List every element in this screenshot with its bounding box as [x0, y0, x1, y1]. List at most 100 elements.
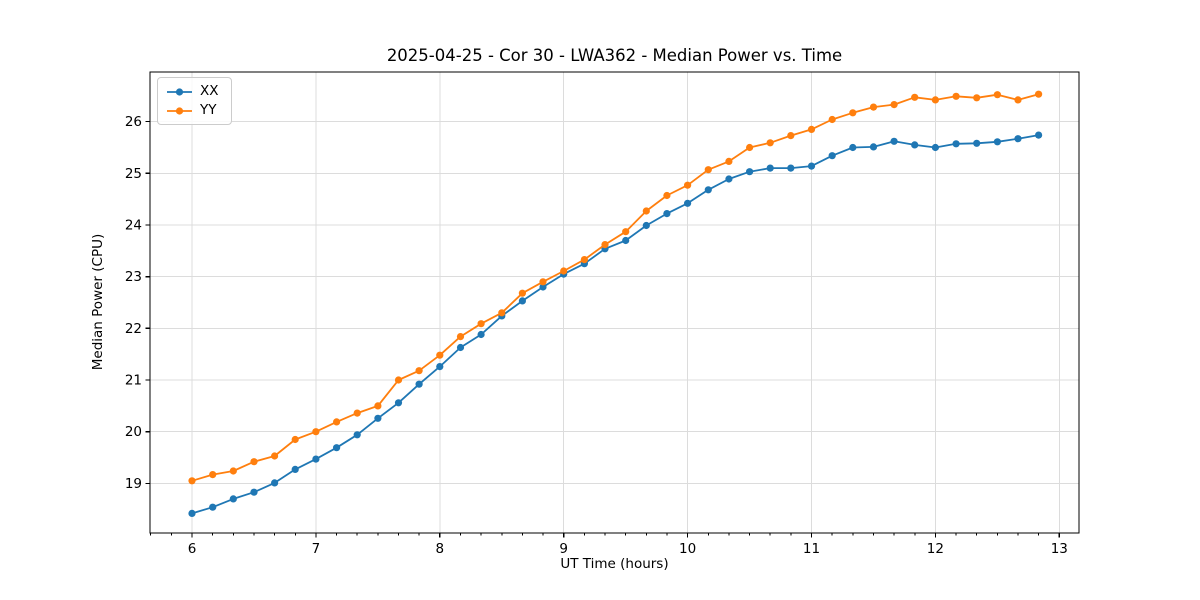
data-point-yy — [890, 101, 898, 109]
data-point-xx — [291, 465, 299, 473]
data-point-yy — [374, 402, 382, 410]
legend-sample-yy — [167, 106, 192, 115]
y-tick-label: 23 — [125, 269, 142, 285]
data-point-yy — [704, 166, 712, 174]
y-axis-label: Median Power (CPU) — [90, 233, 106, 371]
data-point-xx — [394, 399, 403, 407]
data-point-xx — [766, 164, 774, 172]
legend-label-yy: YY — [200, 102, 217, 118]
y-tick-label: 22 — [125, 321, 142, 337]
data-point-yy — [394, 376, 403, 384]
data-point-xx — [539, 283, 547, 291]
data-point-xx — [250, 488, 258, 496]
data-point-yy — [684, 181, 692, 189]
data-point-xx — [807, 162, 816, 170]
series-xx — [188, 131, 1043, 517]
data-point-xx — [911, 141, 919, 149]
data-point-yy — [312, 428, 320, 436]
data-point-xx — [353, 431, 361, 439]
data-point-xx — [415, 380, 423, 388]
x-tick-label: 13 — [1051, 541, 1068, 557]
y-tick-label: 20 — [125, 424, 142, 440]
data-point-xx — [312, 455, 320, 463]
data-point-yy — [1035, 90, 1043, 98]
data-point-yy — [993, 91, 1002, 99]
data-point-yy — [560, 267, 568, 275]
data-point-yy — [952, 92, 960, 100]
legend-item-xx: XX — [166, 83, 219, 100]
data-point-yy — [436, 351, 444, 359]
data-point-xx — [663, 210, 671, 218]
x-tick-label: 8 — [436, 541, 445, 557]
chart-title: 2025-04-25 - Cor 30 - LWA362 - Median Po… — [386, 46, 843, 65]
legend-label-xx: XX — [200, 83, 219, 99]
data-point-xx — [271, 479, 279, 487]
x-tick-label: 6 — [188, 541, 197, 557]
plot-border — [149, 71, 1080, 534]
data-point-yy — [498, 309, 506, 317]
data-point-yy — [663, 191, 671, 200]
data-point-yy — [766, 139, 774, 147]
data-point-yy — [271, 452, 279, 460]
x-tick-label: 12 — [927, 541, 944, 557]
data-point-xx — [477, 330, 485, 339]
data-point-xx — [828, 152, 836, 160]
x-tick-label: 10 — [679, 541, 696, 557]
data-point-xx — [704, 186, 712, 194]
data-point-yy — [250, 458, 258, 466]
data-point-xx — [436, 363, 444, 371]
data-point-yy — [580, 256, 589, 264]
data-point-yy — [746, 143, 754, 152]
data-point-xx — [333, 444, 341, 452]
data-point-xx — [973, 139, 981, 147]
data-point-yy — [477, 320, 485, 328]
data-point-yy — [828, 115, 836, 124]
x-tick-label: 11 — [803, 541, 820, 557]
data-point-yy — [931, 96, 940, 104]
data-point-yy — [849, 109, 857, 117]
data-point-yy — [415, 367, 423, 375]
legend-item-yy: YY — [166, 102, 219, 119]
data-point-yy — [642, 207, 650, 215]
data-point-yy — [622, 228, 630, 236]
data-point-yy — [456, 333, 465, 341]
data-point-xx — [993, 138, 1002, 146]
y-axis-ticks: 19 20 21 22 23 24 25 26 — [125, 114, 150, 492]
series-yy — [188, 90, 1043, 485]
x-axis-label: UT Time (hours) — [560, 556, 669, 572]
grid — [150, 72, 1079, 533]
data-point-yy — [807, 125, 816, 133]
data-point-xx — [622, 236, 630, 245]
data-point-yy — [1014, 96, 1022, 104]
data-point-yy — [973, 94, 981, 102]
legend: XX YY — [157, 77, 232, 125]
data-point-xx — [890, 137, 898, 145]
data-point-xx — [229, 495, 237, 503]
data-point-yy — [539, 278, 547, 286]
data-point-xx — [374, 414, 382, 422]
x-tick-label: 9 — [559, 541, 568, 557]
data-point-xx — [188, 509, 196, 517]
data-point-xx — [1014, 135, 1022, 143]
data-point-xx — [1035, 131, 1043, 139]
circle-marker-icon — [175, 87, 184, 96]
circle-marker-icon — [175, 106, 184, 115]
data-point-yy — [209, 471, 217, 479]
data-point-yy — [725, 157, 733, 165]
data-point-xx — [456, 343, 465, 352]
data-point-xx — [642, 221, 650, 230]
y-tick-label: 26 — [125, 114, 142, 130]
legend-sample-xx — [167, 87, 192, 96]
data-point-xx — [725, 175, 733, 183]
x-tick-label: 7 — [312, 541, 321, 557]
data-point-xx — [746, 168, 754, 176]
y-tick-label: 24 — [125, 217, 142, 233]
y-tick-label: 25 — [125, 166, 142, 182]
y-tick-label: 21 — [125, 373, 142, 389]
data-point-yy — [869, 103, 878, 111]
data-point-xx — [931, 143, 940, 152]
data-point-yy — [188, 477, 196, 485]
x-axis-ticks: 6 7 8 9 10 11 12 13 — [188, 533, 1068, 557]
